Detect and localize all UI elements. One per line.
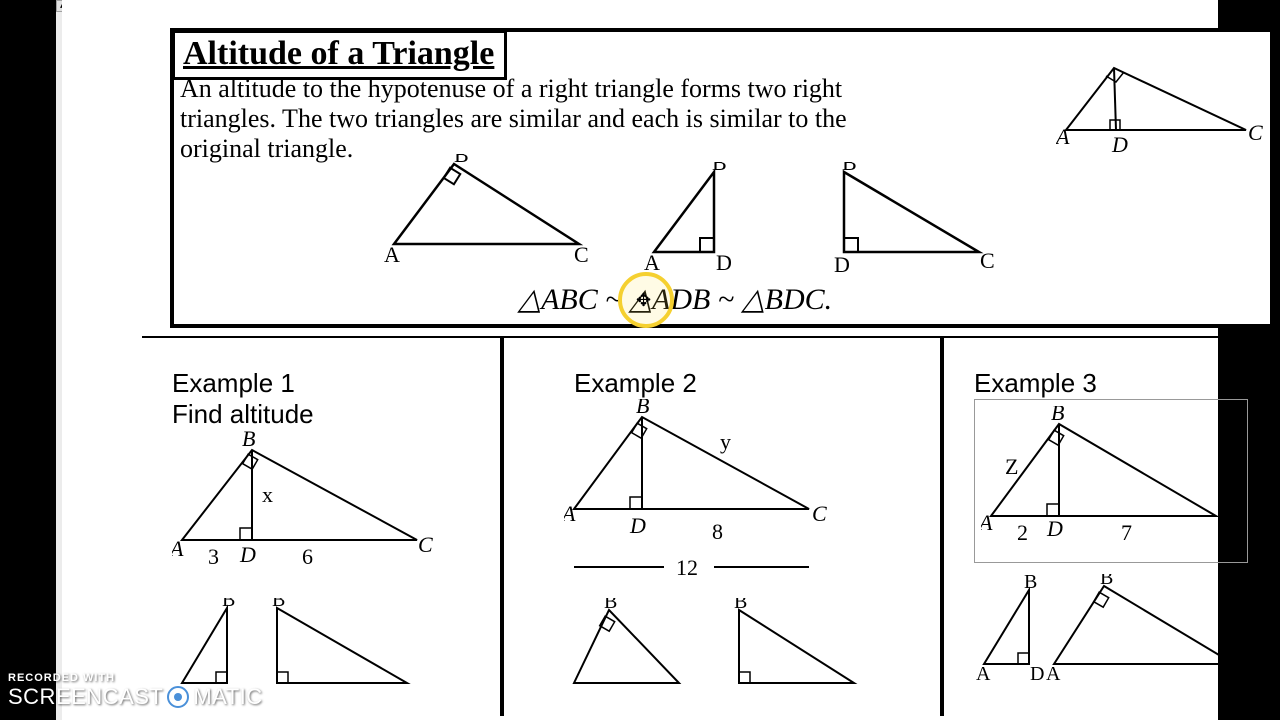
example-1-title: Example 1 <box>172 368 480 399</box>
svg-text:B: B <box>242 430 255 451</box>
definition-text: An altitude to the hypotenuse of a right… <box>180 74 920 164</box>
example-2-title: Example 2 <box>574 368 920 399</box>
svg-text:B: B <box>636 399 649 418</box>
svg-text:A: A <box>981 510 993 535</box>
svg-text:B: B <box>1100 574 1113 589</box>
triangle-abc: A B C <box>384 154 594 274</box>
example-1-figure: A B C D x 3 6 <box>172 430 442 590</box>
svg-text:Z: Z <box>1005 454 1018 479</box>
svg-text:A: A <box>564 501 576 526</box>
svg-text:A: A <box>172 536 184 561</box>
example-3-box: A B C D Z 2 7 <box>974 399 1248 563</box>
svg-text:C: C <box>418 532 433 557</box>
svg-text:D: D <box>716 250 732 275</box>
example-3-figure: A B C D Z 2 7 <box>981 406 1241 556</box>
svg-text:B: B <box>734 598 747 613</box>
svg-text:A: A <box>384 242 400 267</box>
example-1: Example 1 Find altitude A B C D x 3 6 B <box>142 336 502 716</box>
example-3-subfigs: B A D B A C <box>974 574 1254 694</box>
document-page: Altitude of a Triangle An altitude to th… <box>62 0 1218 720</box>
svg-text:C: C <box>1248 120 1263 145</box>
svg-text:x: x <box>262 482 273 507</box>
svg-text:D: D <box>629 513 646 538</box>
svg-text:B: B <box>272 598 285 611</box>
svg-text:A: A <box>1046 663 1061 685</box>
svg-text:y: y <box>720 429 731 454</box>
watermark-line1: RECORDED WITH <box>8 672 263 684</box>
svg-text:D: D <box>1111 132 1128 157</box>
watermark: RECORDED WITH SCREENCAST MATIC <box>8 672 263 710</box>
header-triangle: A D C <box>1056 60 1266 160</box>
example-1-subtitle: Find altitude <box>172 399 480 430</box>
example-2-figure: A B C D y 8 12 <box>564 399 844 599</box>
svg-text:C: C <box>980 248 995 273</box>
page-title: Altitude of a Triangle <box>183 35 494 72</box>
svg-text:C: C <box>574 242 589 267</box>
watermark-pre: SCREENCAST <box>8 684 163 710</box>
svg-text:D: D <box>1046 516 1063 541</box>
watermark-post: MATIC <box>193 684 262 710</box>
svg-text:8: 8 <box>712 519 723 544</box>
definition-box: Altitude of a Triangle An altitude to th… <box>170 28 1274 328</box>
svg-text:B: B <box>222 598 235 611</box>
svg-text:D: D <box>239 542 256 567</box>
svg-text:3: 3 <box>208 544 219 569</box>
triangle-adb: A B D <box>644 162 744 282</box>
svg-text:D: D <box>1030 663 1044 685</box>
svg-text:7: 7 <box>1121 520 1132 545</box>
svg-text:6: 6 <box>302 544 313 569</box>
svg-text:2: 2 <box>1017 520 1028 545</box>
svg-text:C: C <box>1232 663 1245 685</box>
svg-text:C: C <box>1217 508 1232 533</box>
svg-text:12: 12 <box>676 555 698 580</box>
examples-row: Example 1 Find altitude A B C D x 3 6 B <box>142 336 1280 716</box>
watermark-brand: SCREENCAST MATIC <box>8 684 263 710</box>
watermark-logo-icon <box>167 686 189 708</box>
example-2-subfigs: B B <box>564 598 864 708</box>
svg-text:C: C <box>812 501 827 526</box>
svg-text:B: B <box>842 162 857 175</box>
svg-text:B: B <box>454 154 469 167</box>
svg-text:B: B <box>712 162 727 175</box>
example-3-title: Example 3 <box>974 368 1262 399</box>
title-box: Altitude of a Triangle <box>172 30 507 80</box>
svg-text:B: B <box>1051 406 1064 425</box>
svg-text:B: B <box>604 598 617 613</box>
example-3: Example 3 A B C D Z 2 7 <box>942 336 1280 716</box>
svg-text:D: D <box>834 252 850 277</box>
svg-text:B: B <box>1024 574 1037 593</box>
triangle-bdc: D B C <box>834 162 1004 282</box>
svg-text:A: A <box>976 663 991 685</box>
similarity-statement: △ABC ~ △ADB ~ △BDC. <box>518 282 832 317</box>
svg-text:A: A <box>644 250 660 275</box>
example-2: Example 2 A B C D y 8 12 B <box>502 336 942 716</box>
svg-text:A: A <box>1056 124 1070 149</box>
